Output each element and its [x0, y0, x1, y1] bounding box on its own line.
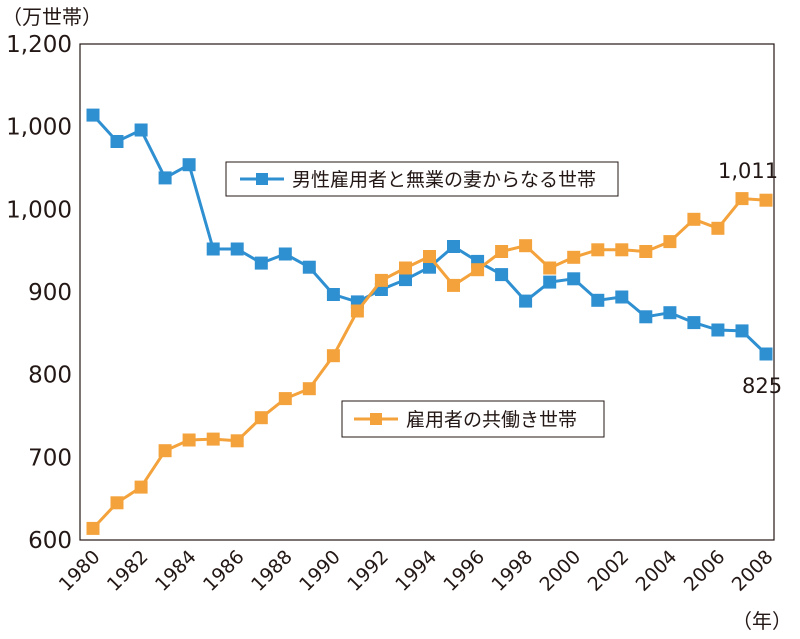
data-point [230, 434, 244, 448]
y-tick-label: 1,200 [6, 32, 72, 58]
data-point [639, 245, 653, 258]
data-point [663, 235, 677, 249]
data-point [158, 171, 172, 185]
legend-label-dual-income: 雇用者の共働き世帯 [406, 409, 577, 431]
data-point [735, 192, 749, 206]
series-dual-income [86, 192, 773, 535]
data-point [543, 275, 557, 289]
data-point [663, 306, 677, 320]
x-tick-label: 2004 [632, 546, 682, 596]
data-point [591, 243, 605, 257]
data-point [711, 221, 725, 235]
data-point [158, 444, 172, 458]
data-point [759, 193, 773, 207]
x-tick-label: 1994 [391, 546, 441, 596]
data-point [302, 382, 316, 396]
data-point [447, 278, 460, 292]
data-point [399, 273, 412, 287]
data-point [543, 261, 557, 275]
x-unit-label: （年） [732, 609, 792, 633]
plot-area [79, 43, 775, 541]
series-layer [86, 108, 773, 535]
data-point [759, 347, 773, 361]
data-point [423, 250, 436, 263]
end-label-dual-income: 1,011 [718, 159, 778, 183]
x-tick-label: 2006 [680, 546, 730, 596]
data-point [350, 304, 364, 318]
data-point [278, 247, 292, 261]
x-tick-label: 1998 [487, 546, 537, 596]
data-point [110, 135, 124, 148]
data-point [254, 256, 268, 270]
data-point [206, 432, 220, 446]
data-point [471, 263, 485, 277]
data-point [134, 480, 148, 494]
data-point [615, 243, 629, 257]
data-point [399, 261, 412, 275]
y-tick-label: 1,000 [6, 197, 72, 223]
data-point [230, 242, 244, 256]
x-tick-label: 1988 [247, 546, 297, 596]
data-point [254, 411, 268, 425]
data-point [302, 260, 316, 274]
y-tick-label: 900 [28, 280, 72, 306]
y-tick-label: 1,000 [6, 115, 72, 141]
data-point [567, 272, 581, 286]
data-point [567, 250, 581, 264]
x-tick-label: 1990 [295, 546, 345, 596]
x-tick-label: 2002 [584, 546, 634, 596]
data-point [326, 288, 340, 301]
legend-marker-dual-income [370, 413, 382, 425]
data-point [519, 294, 533, 308]
data-point [134, 123, 148, 137]
data-point [495, 268, 509, 282]
data-point [735, 324, 749, 338]
data-point [374, 273, 388, 287]
x-tick-label: 1996 [439, 546, 489, 596]
x-tick-label: 1986 [199, 546, 249, 596]
data-point [639, 310, 653, 324]
legend-male-breadwinner: 男性雇用者と無業の妻からなる世帯 [225, 161, 619, 197]
data-point [591, 293, 605, 307]
x-tick-label: 2008 [728, 546, 778, 596]
x-tick-label: 2000 [535, 546, 585, 596]
y-unit-label: （万世帯） [2, 5, 102, 29]
data-point [447, 240, 460, 253]
x-tick-label: 1992 [343, 546, 393, 596]
legend-label-male-breadwinner: 男性雇用者と無業の妻からなる世帯 [292, 169, 596, 191]
y-tick-label: 600 [28, 528, 72, 554]
data-point [86, 108, 100, 122]
x-tick-label: 1982 [103, 546, 153, 596]
end-label-male-breadwinner: 825 [742, 374, 782, 398]
y-tick-label: 700 [28, 445, 72, 471]
data-point [687, 316, 701, 330]
data-point [182, 158, 196, 172]
data-point [182, 433, 196, 447]
legend-dual-income: 雇用者の共働き世帯 [341, 400, 605, 438]
y-tick-label: 800 [28, 363, 72, 389]
data-point [86, 521, 100, 535]
x-tick-label: 1984 [151, 546, 201, 596]
y-tick-labels: 600 700 800 900 1,000 1,000 1,200 [6, 32, 72, 554]
data-point [278, 392, 292, 406]
data-point [206, 242, 220, 256]
data-point [110, 496, 124, 510]
x-tick-labels: 1980198219841986198819901992199419961998… [55, 546, 778, 596]
data-point [423, 260, 436, 274]
data-point [326, 349, 340, 363]
data-point [519, 239, 533, 253]
legend-box-male-breadwinner [225, 161, 619, 197]
series-male-breadwinner [86, 108, 773, 361]
legend-marker-male-breadwinner [256, 173, 268, 185]
data-point [687, 212, 701, 226]
data-point [711, 323, 725, 337]
data-point [615, 290, 629, 304]
data-point [495, 245, 509, 258]
